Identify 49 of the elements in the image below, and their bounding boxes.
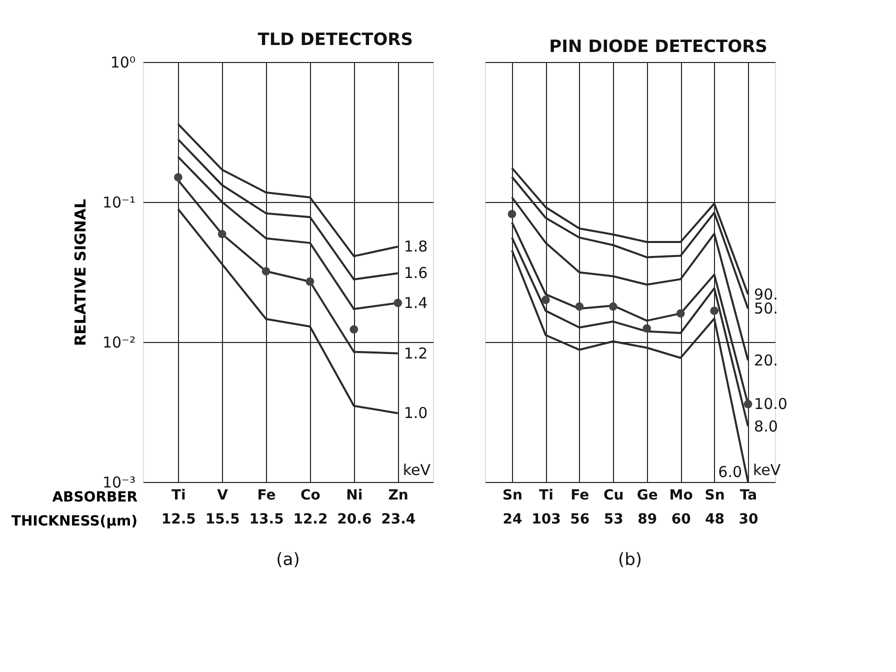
series-label: 8.0 <box>754 417 778 436</box>
text: (b) <box>618 550 642 570</box>
x-tick-label: V 15.5 <box>205 488 240 528</box>
chart-title: PIN DIODE DETECTORS <box>549 37 768 57</box>
x-tick-label: Ge 89 <box>636 488 658 528</box>
series-label: 6.0 <box>718 463 742 481</box>
x-tick-label: Mo 60 <box>669 488 694 528</box>
point <box>710 306 718 315</box>
y-tick-label: 10⁻¹ <box>102 194 136 212</box>
x-tick-label: Fe 13.5 <box>249 488 284 528</box>
x-tick-label: Ta 30 <box>738 488 759 528</box>
point <box>174 173 182 182</box>
point <box>642 324 652 333</box>
point <box>744 400 752 408</box>
y-axis-title: RELATIVE SIGNAL <box>71 198 90 346</box>
x-tick-label: Zn 23.4 <box>381 488 416 528</box>
point <box>542 296 550 304</box>
point <box>306 277 314 286</box>
point <box>350 325 358 334</box>
series-label: 1.4 <box>404 294 428 312</box>
chart-title: TLD DETECTORS <box>258 30 413 50</box>
y-tick-label: 10⁻² <box>102 334 136 352</box>
point <box>262 267 270 276</box>
point <box>676 309 685 318</box>
series-label: 1.6 <box>404 264 428 282</box>
y-tick-label: 10⁰ <box>110 54 136 72</box>
x-axis-title: ABSORBER THICKNESS(μm) <box>11 490 138 530</box>
point <box>508 210 516 218</box>
point <box>575 302 584 311</box>
point <box>608 302 618 311</box>
series-label: 1.8 <box>404 238 428 256</box>
x-tick-label: Ti 12.5 <box>161 488 196 528</box>
point <box>218 230 226 238</box>
series-label: 10.0 <box>754 395 788 414</box>
text: (a) <box>276 550 300 570</box>
x-tick-label: Ti 103 <box>532 488 561 528</box>
annotation: keV <box>753 461 782 479</box>
x-tick-label: Co 12.2 <box>293 488 328 528</box>
series-label: 1.0 <box>404 404 428 422</box>
series-label: 1.2 <box>404 344 428 362</box>
x-tick-label: Sn 48 <box>704 488 725 528</box>
x-tick-label: Ni 20.6 <box>337 488 372 528</box>
x-tick-label: Cu 53 <box>604 488 624 528</box>
series-label: 20. <box>754 351 778 370</box>
x-tick-label: Sn 24 <box>502 488 523 528</box>
x-tick-label: Fe 56 <box>570 488 590 528</box>
annotation: keV <box>402 461 432 479</box>
y-tick-label: 10⁻³ <box>102 474 136 492</box>
point <box>394 298 402 308</box>
